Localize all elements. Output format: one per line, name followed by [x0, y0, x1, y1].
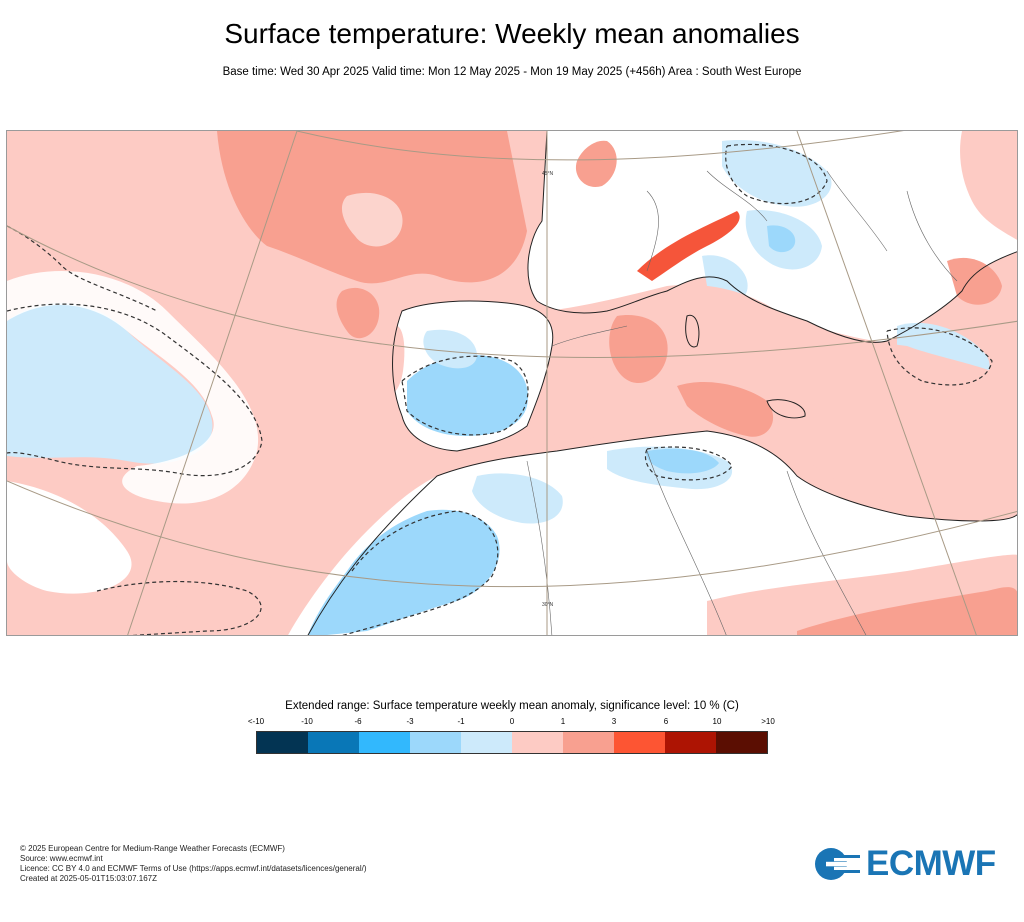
legend-tick: 10 — [712, 717, 722, 726]
legend-swatch — [665, 732, 716, 753]
ecmwf-logo: ECMWF — [814, 844, 996, 883]
chart-subtitle: Base time: Wed 30 Apr 2025 Valid time: M… — [222, 66, 802, 78]
legend-title: Extended range: Surface temperature week… — [285, 700, 739, 712]
atlantic-white-south — [7, 481, 132, 594]
legend-swatch — [512, 732, 563, 753]
legend-tick: -10 — [301, 717, 313, 726]
ecmwf-logo-icon — [815, 848, 860, 880]
ecmwf-logo-text: ECMWF — [866, 844, 996, 883]
legend-tick: -1 — [457, 717, 465, 726]
legend-swatch — [308, 732, 359, 753]
legend-tick: >10 — [761, 717, 775, 726]
legend-tick: 0 — [509, 717, 515, 726]
legend-tick-labels: <-10 -10 -6 -3 -1 0 1 3 6 10 >10 — [0, 717, 1024, 729]
graticule-label-top: 45°N — [542, 171, 554, 177]
legend-tick: 6 — [663, 717, 669, 726]
legend-swatch — [614, 732, 665, 753]
legend-swatch — [461, 732, 512, 753]
legend-swatch — [410, 732, 461, 753]
legend-tick: <-10 — [247, 717, 265, 726]
atlantic-cold-anomaly — [7, 302, 213, 464]
legend-swatch — [716, 732, 767, 753]
alps-warm-anomaly — [637, 211, 740, 281]
footer-licence: Licence: CC BY 4.0 and ECMWF Terms of Us… — [20, 864, 367, 873]
legend-tick: -3 — [406, 717, 414, 726]
legend-color-bar — [256, 731, 768, 754]
anomaly-map: 45°N 30°N — [6, 130, 1018, 636]
graticule-label-bottom: 30°N — [542, 602, 554, 608]
legend-swatch — [359, 732, 410, 753]
iberia-cold-anomaly — [407, 354, 528, 436]
legend-tick: 3 — [611, 717, 617, 726]
legend-tick: -6 — [354, 717, 362, 726]
footer-copyright: © 2025 European Centre for Medium-Range … — [20, 844, 285, 853]
legend-tick: 1 — [560, 717, 566, 726]
footer-source: Source: www.ecmwf.int — [20, 854, 103, 863]
footer-created: Created at 2025-05-01T15:03:07.167Z — [20, 874, 157, 883]
morocco-cold-anomaly — [307, 509, 500, 635]
legend-swatch — [257, 732, 308, 753]
legend-swatch — [563, 732, 614, 753]
footer-credits: © 2025 European Centre for Medium-Range … — [20, 844, 367, 884]
chart-title: Surface temperature: Weekly mean anomali… — [224, 18, 800, 49]
